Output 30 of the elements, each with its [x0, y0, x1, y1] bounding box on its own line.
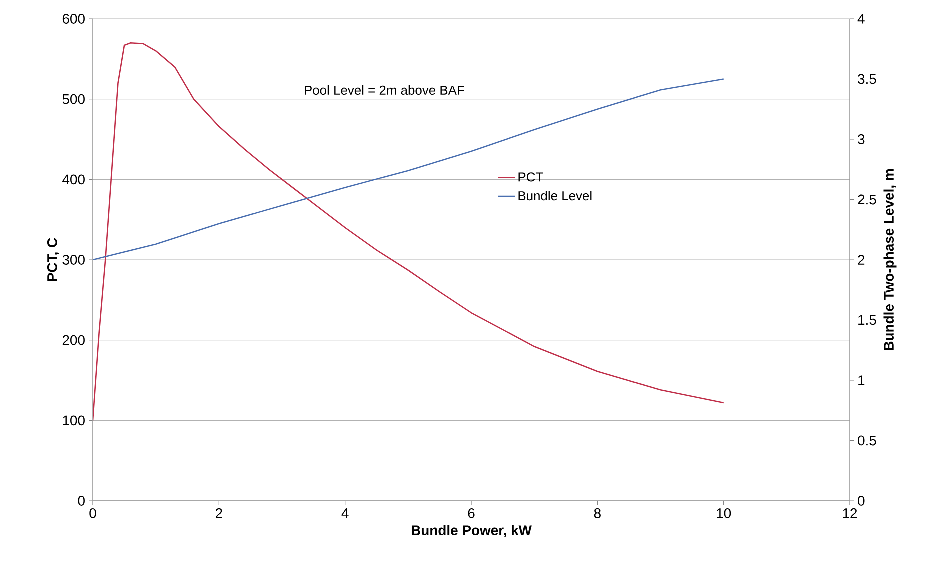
legend-label: PCT	[518, 172, 544, 182]
y-tick-label: 100	[63, 416, 85, 426]
y-tick-label: 600	[62, 14, 85, 24]
x-tick-label: 8	[594, 508, 601, 518]
y2-tick-label: 4	[858, 14, 865, 24]
y2-tick-label: 3.5	[858, 74, 876, 84]
y2-tick-label: 3	[858, 134, 865, 144]
y2-tick-label: 0	[858, 496, 865, 506]
y-tick-label: 0	[78, 496, 85, 506]
annotation: Pool Level = 2m above BAF	[305, 85, 464, 96]
y-tick-label: 400	[62, 174, 85, 185]
x-tick-label: 4	[342, 508, 349, 518]
x-tick-label: 0	[90, 508, 96, 518]
line-series	[93, 78, 724, 261]
y-axis-title: PCT, C	[47, 238, 60, 282]
y2-tick-label: 1.5	[858, 315, 876, 326]
y2-tick-label: 2	[858, 255, 865, 265]
x-tick-label: 10	[717, 508, 732, 518]
y2-axis-title: Bundle Two-phase Level, m	[884, 170, 897, 350]
x-axis-title: Bundle Power, kW	[412, 525, 532, 538]
x-tick-label: 12	[843, 508, 858, 518]
legend-label: Bundle Level	[518, 191, 592, 201]
y-tick-label: 500	[62, 94, 85, 104]
y2-tick-label: 1	[858, 376, 865, 386]
y2-tick-label: 2.5	[858, 194, 876, 205]
y-tick-label: 200	[62, 335, 85, 346]
y-tick-label: 300	[62, 255, 85, 265]
x-tick-label: 2	[216, 508, 222, 518]
x-tick-label: 6	[468, 508, 475, 518]
y2-tick-label: 0.5	[858, 436, 876, 446]
